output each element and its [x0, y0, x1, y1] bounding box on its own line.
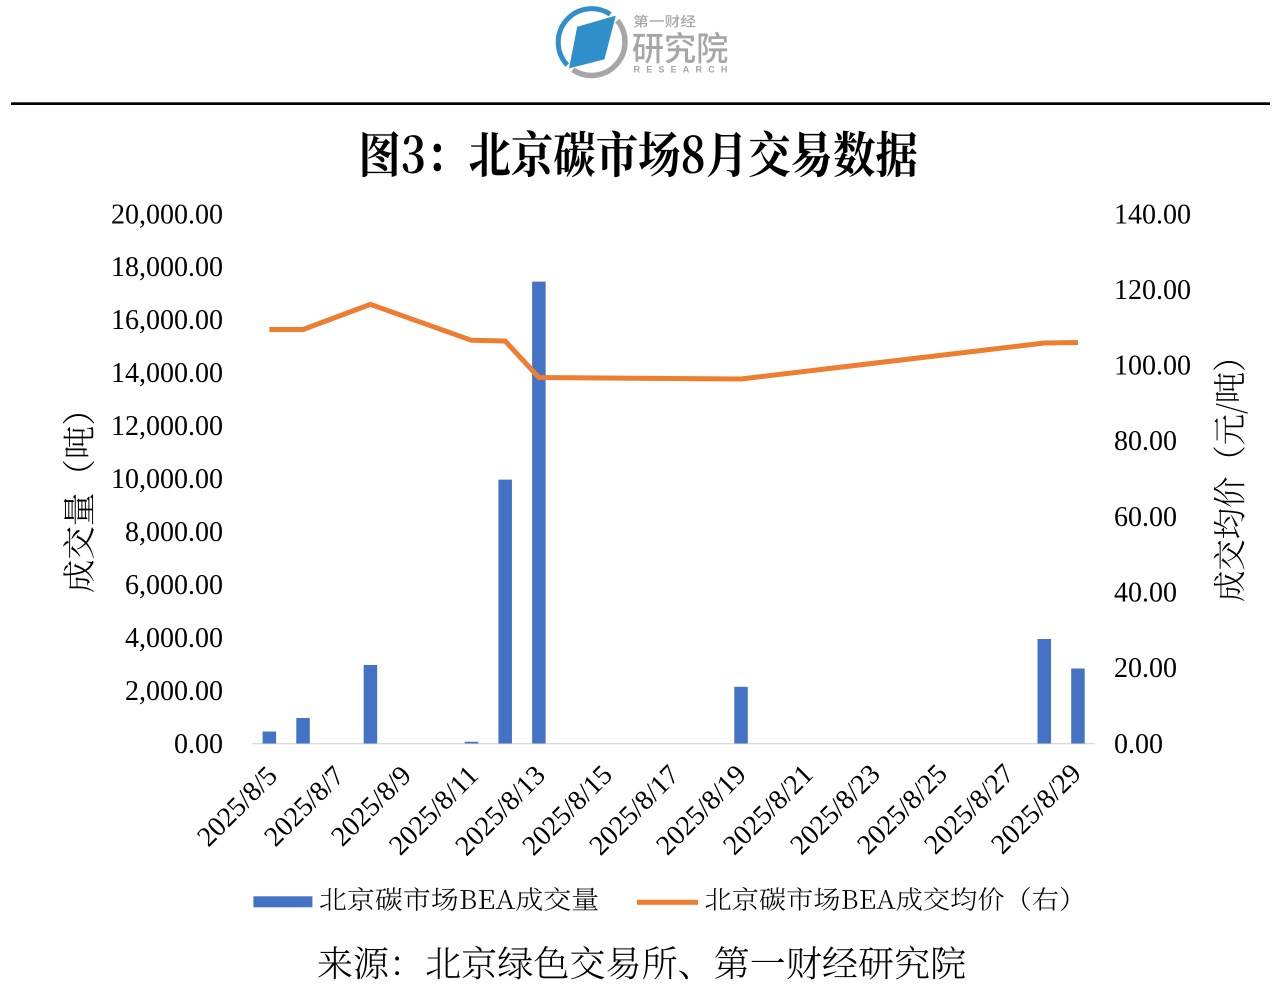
svg-text:100.00: 100.00 — [1114, 351, 1191, 382]
svg-text:8,000.00: 8,000.00 — [125, 517, 223, 548]
svg-text:80.00: 80.00 — [1114, 426, 1177, 457]
svg-text:20,000.00: 20,000.00 — [111, 199, 223, 230]
svg-text:60.00: 60.00 — [1114, 502, 1177, 533]
svg-text:16,000.00: 16,000.00 — [111, 305, 223, 336]
svg-text:14,000.00: 14,000.00 — [111, 358, 223, 389]
svg-text:0.00: 0.00 — [174, 729, 223, 760]
svg-text:12,000.00: 12,000.00 — [111, 411, 223, 442]
svg-text:4,000.00: 4,000.00 — [125, 623, 223, 654]
svg-text:40.00: 40.00 — [1114, 578, 1177, 609]
svg-text:RESEARCH: RESEARCH — [634, 64, 734, 74]
svg-text:18,000.00: 18,000.00 — [111, 252, 223, 283]
svg-text:20.00: 20.00 — [1114, 653, 1177, 684]
svg-text:2,000.00: 2,000.00 — [125, 676, 223, 707]
svg-text:6,000.00: 6,000.00 — [125, 570, 223, 601]
svg-text:0.00: 0.00 — [1114, 729, 1163, 760]
svg-text:120.00: 120.00 — [1114, 275, 1191, 306]
svg-text:140.00: 140.00 — [1114, 199, 1191, 230]
svg-text:10,000.00: 10,000.00 — [111, 464, 223, 495]
